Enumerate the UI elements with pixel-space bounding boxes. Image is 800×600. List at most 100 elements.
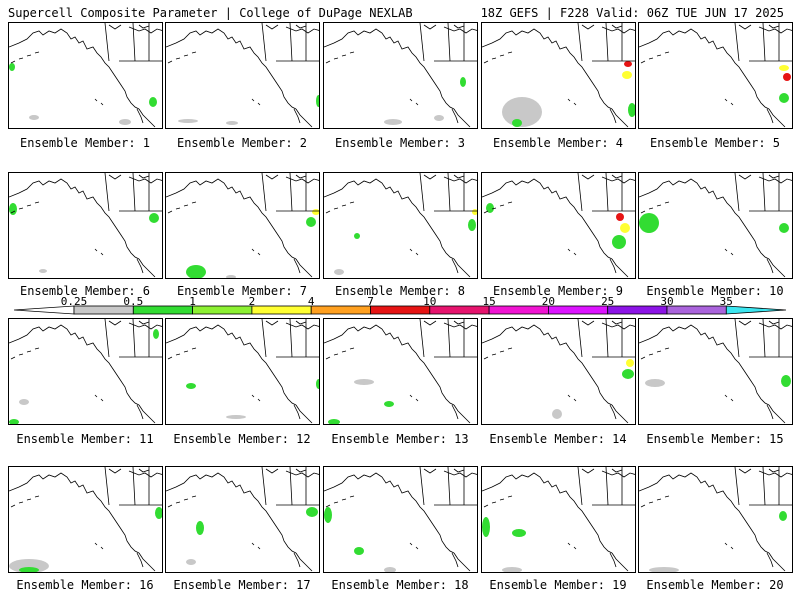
coastline-border bbox=[738, 174, 780, 180]
ensemble-member-label: Ensemble Member: 1 bbox=[19, 136, 151, 150]
colorbar-tick-label: 7 bbox=[367, 296, 374, 308]
scp-contour-area bbox=[783, 73, 791, 81]
scp-contour-area bbox=[460, 77, 466, 87]
scp-contour-area bbox=[434, 115, 444, 121]
scp-contour-area bbox=[502, 97, 542, 127]
scp-contour-area bbox=[472, 209, 477, 215]
coastline-border bbox=[9, 472, 140, 554]
colorbar-tick-label: 35 bbox=[720, 296, 733, 308]
coastline-border bbox=[768, 404, 786, 424]
coastline-border bbox=[295, 258, 313, 278]
scp-contour-area bbox=[226, 275, 236, 278]
scp-contour-area bbox=[9, 203, 17, 215]
coastline-border bbox=[9, 178, 140, 260]
ensemble-member-label: Ensemble Member: 18 bbox=[331, 578, 469, 592]
coastline-border bbox=[724, 248, 734, 256]
coastline-border bbox=[601, 26, 635, 34]
coastline-border bbox=[640, 495, 670, 508]
coastline-border bbox=[567, 98, 577, 106]
ensemble-member-map bbox=[323, 22, 478, 129]
coastline-border bbox=[482, 178, 613, 260]
coastline-border bbox=[285, 470, 319, 478]
scp-contour-area bbox=[226, 415, 246, 419]
map-linework bbox=[324, 319, 477, 424]
ensemble-member-label: Ensemble Member: 2 bbox=[176, 136, 308, 150]
ensemble-member-label: Ensemble Member: 8 bbox=[334, 284, 466, 298]
map-linework bbox=[324, 467, 477, 572]
map-linework bbox=[166, 319, 319, 424]
scp-contour-area bbox=[354, 233, 360, 239]
coastline-border bbox=[443, 176, 477, 184]
coastline-border bbox=[265, 320, 307, 326]
colorbar-tick-label: 15 bbox=[482, 296, 495, 308]
coastline-border bbox=[724, 98, 734, 106]
coastline-border bbox=[640, 51, 670, 64]
colorbar-segment bbox=[192, 305, 253, 315]
coastline-border bbox=[419, 319, 465, 358]
coastline-border bbox=[734, 173, 780, 212]
coastline-border bbox=[639, 324, 770, 406]
coastline-border bbox=[167, 347, 197, 360]
coastline-border bbox=[251, 98, 261, 106]
map-linework bbox=[639, 319, 792, 424]
ensemble-member-map bbox=[323, 172, 478, 279]
ensemble-member-map bbox=[8, 466, 163, 573]
coastline-border bbox=[261, 23, 307, 62]
scp-contour-area bbox=[19, 399, 29, 405]
ensemble-member-map bbox=[165, 22, 320, 129]
map-linework bbox=[9, 173, 162, 278]
map-linework bbox=[639, 173, 792, 278]
coastline-border bbox=[108, 24, 150, 30]
coastline-border bbox=[581, 468, 623, 474]
coastline-border bbox=[581, 320, 623, 326]
coastline-border bbox=[609, 108, 617, 124]
map-linework bbox=[482, 319, 635, 424]
map-linework bbox=[324, 23, 477, 128]
map-linework bbox=[166, 467, 319, 572]
coastline-border bbox=[251, 248, 261, 256]
coastline-border bbox=[167, 51, 197, 64]
scp-contour-area bbox=[779, 93, 789, 103]
ensemble-member-map bbox=[165, 318, 320, 425]
scp-contour-area bbox=[334, 269, 344, 275]
coastline-border bbox=[766, 108, 774, 124]
ensemble-member-label: Ensemble Member: 11 bbox=[16, 432, 154, 446]
coastline-border bbox=[766, 404, 774, 420]
scp-contour-area bbox=[482, 517, 490, 537]
coastline-border bbox=[295, 108, 313, 128]
coastline-border bbox=[136, 552, 144, 568]
colorbar-segment bbox=[548, 305, 609, 315]
coastline-border bbox=[166, 178, 297, 260]
scp-contour-area bbox=[468, 219, 476, 231]
ensemble-member-label: Ensemble Member: 17 bbox=[173, 578, 311, 592]
coastline-border bbox=[483, 495, 513, 508]
coastline-border bbox=[567, 394, 577, 402]
colorbar-tick-label: 2 bbox=[249, 296, 256, 308]
ensemble-member-map bbox=[481, 466, 636, 573]
ensemble-member-map bbox=[638, 22, 793, 129]
coastline-border bbox=[577, 319, 623, 358]
coastline-border bbox=[166, 28, 297, 110]
map-linework bbox=[9, 23, 162, 128]
coastline-border bbox=[128, 322, 162, 330]
coastline-border bbox=[261, 173, 307, 212]
scp-contour-area bbox=[620, 223, 630, 233]
coastline-border bbox=[443, 26, 477, 34]
coastline-border bbox=[293, 108, 301, 124]
coastline-border bbox=[104, 23, 150, 62]
coastline-border bbox=[453, 258, 471, 278]
coastline-border bbox=[293, 258, 301, 274]
coastline-border bbox=[409, 248, 419, 256]
scp-contour-area bbox=[552, 409, 562, 419]
coastline-border bbox=[734, 319, 780, 358]
coastline-border bbox=[409, 542, 419, 550]
scp-contour-area bbox=[312, 209, 319, 215]
map-linework bbox=[482, 467, 635, 572]
colorbar-tick-label: 0.25 bbox=[61, 296, 88, 308]
coastline-border bbox=[104, 319, 150, 358]
scp-contour-area bbox=[149, 97, 157, 107]
coastline-border bbox=[609, 552, 617, 568]
coastline-border bbox=[611, 552, 629, 572]
coastline-border bbox=[419, 23, 465, 62]
colorbar-segment bbox=[370, 305, 431, 315]
